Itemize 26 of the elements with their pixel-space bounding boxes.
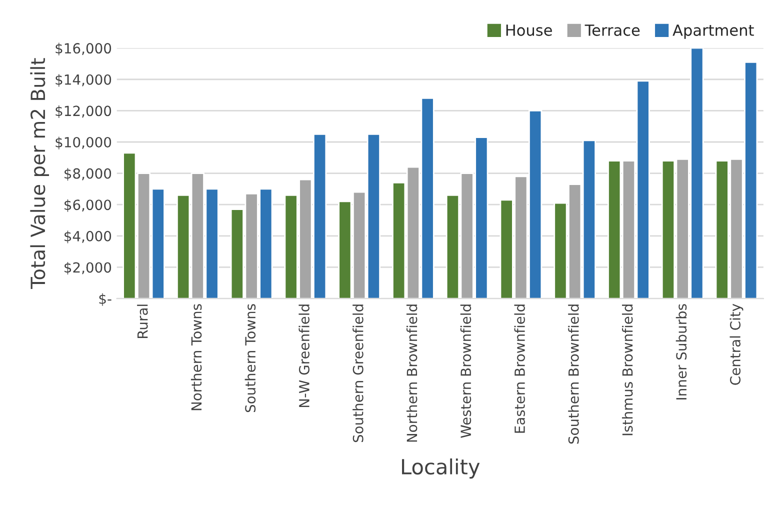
legend-label: House	[506, 24, 552, 36]
legend-label: Apartment	[672, 24, 754, 39]
x-tick-label: Inner Suburbs	[676, 304, 687, 400]
x-axis-title: Locality	[402, 458, 480, 479]
y-tick-label: $10,000	[56, 136, 112, 150]
x-tick-label: Western Brownfield	[460, 304, 472, 438]
x-tick-label: Northern Towns	[190, 304, 202, 410]
x-tick-label: Southern Brownfield	[568, 304, 579, 444]
y-tick-label: $8,000	[64, 168, 112, 181]
x-tick-label: Southern Towns	[244, 304, 256, 412]
x-tick-label: Northern Brownfield	[406, 304, 418, 442]
y-tick-label: $14,000	[56, 74, 112, 87]
y-tick-label: $-	[99, 293, 112, 306]
y-tick-label: $16,000	[56, 42, 112, 56]
y-axis-title: Total Value per m2 Built	[30, 58, 49, 289]
y-tick-label: $12,000	[56, 105, 112, 118]
x-tick-label: Central City	[730, 304, 744, 385]
legend-label: Terrace	[584, 24, 640, 36]
x-tick-label: Isthmus Brownfield	[622, 304, 633, 436]
y-tick-label: $4,000	[64, 230, 112, 244]
x-tick-label: N-W Greenfield	[298, 304, 310, 408]
x-tick-label: Rural	[137, 304, 148, 338]
y-tick-label: $6,000	[64, 199, 112, 212]
x-tick-label: Southern Greenfield	[352, 304, 364, 442]
y-tick-label: $2,000	[64, 262, 112, 275]
x-tick-label: Eastern Brownfield	[514, 304, 525, 433]
